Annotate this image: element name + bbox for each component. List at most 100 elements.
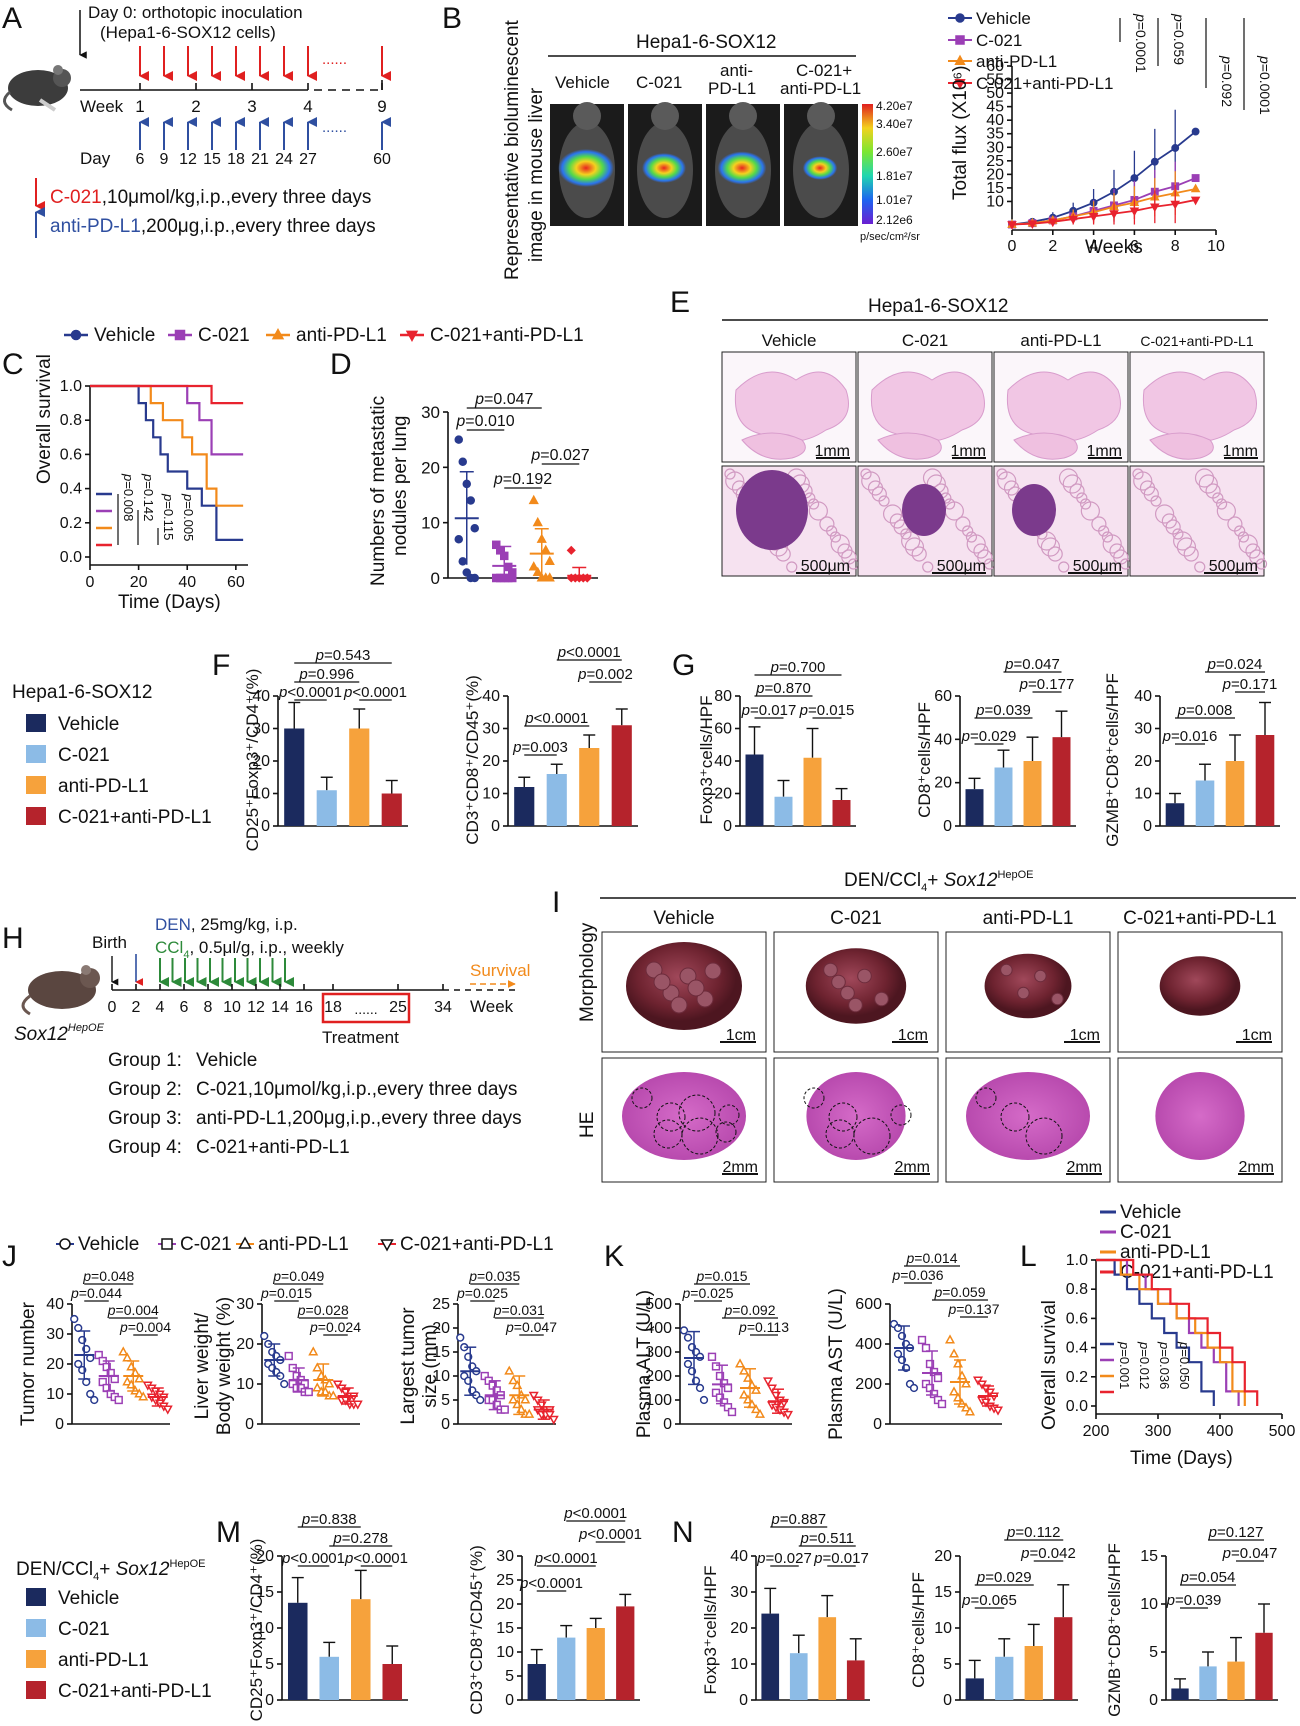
- legend-label: anti-PD-L1: [296, 325, 387, 346]
- group-number: Group 2:: [108, 1079, 182, 1100]
- b-pvalue: p=0.0001: [1133, 13, 1149, 73]
- sig-pvalue: p=0.113: [738, 1319, 789, 1335]
- alveolus: [1102, 534, 1122, 554]
- x-tick-label: 40: [178, 574, 196, 591]
- week-tick-label: 18: [324, 999, 342, 1016]
- tumor-outline: [631, 1087, 653, 1109]
- tumor-nodule: [662, 984, 680, 1002]
- sig-pvalue: p=0.042: [1020, 1545, 1076, 1562]
- y-tick-label: 300: [645, 1344, 672, 1361]
- x-tick-label: 4: [1089, 238, 1098, 255]
- legend-c021: C-021: [50, 187, 102, 208]
- alveolus: [1176, 537, 1197, 557]
- y-tick-label: 10: [482, 786, 500, 803]
- alveolus: [1194, 468, 1215, 488]
- point: [238, 1236, 252, 1249]
- point: [70, 1314, 79, 1324]
- legend-swatch: [26, 1650, 46, 1668]
- day-tick-label: 9: [160, 151, 169, 168]
- y-tick-label: 0: [739, 1692, 748, 1709]
- y-axis-label: CD3⁺CD8⁺/CD45⁺(%): [463, 675, 482, 845]
- legend-label: Vehicle: [976, 9, 1031, 28]
- legend-swatch: [26, 1681, 46, 1699]
- point: [528, 561, 539, 571]
- y-tick-label: 25: [986, 153, 1004, 170]
- sig-pvalue: p=0.010: [455, 413, 514, 430]
- sig-pvalue: p=0.017: [741, 702, 797, 719]
- alveolus: [807, 498, 820, 510]
- point: [528, 1391, 539, 1401]
- alveolus: [1139, 480, 1156, 496]
- survival-pvalue: p=0.115: [161, 493, 176, 540]
- alveolus: [966, 534, 986, 554]
- tumor-nodule: [1034, 969, 1047, 983]
- bar: [1024, 1646, 1043, 1700]
- group-description: Vehicle: [196, 1050, 257, 1071]
- legend-swatch: [26, 745, 46, 763]
- legend-pdl1: anti-PD-L1: [50, 216, 141, 237]
- e-group-label: Vehicle: [762, 331, 817, 350]
- b-ylabel-2: image in mouse liver: [526, 87, 547, 262]
- tumor-nodule: [696, 990, 714, 1008]
- y-tick-label: 0: [663, 1416, 672, 1433]
- bar: [832, 800, 851, 826]
- scale-label: 1cm: [726, 1027, 756, 1044]
- l-xlab: Time (Days): [1130, 1448, 1233, 1469]
- alveolus: [901, 531, 921, 551]
- sig-pvalue: p=0.025: [681, 1285, 733, 1301]
- point: [161, 1238, 173, 1250]
- sig-pvalue: p=0.027: [756, 1550, 812, 1567]
- point: [508, 1394, 519, 1404]
- point: [695, 1352, 705, 1361]
- y-axis-label: GZMB⁺CD8⁺cells/HPF: [1103, 673, 1122, 847]
- h-ccl4-dose: , 0.5μl/g, i.p., weekly: [189, 938, 344, 957]
- sig-pvalue: p=0.700: [770, 659, 826, 676]
- b-group-combo-b: anti-PD-L1: [780, 79, 861, 98]
- y-axis-label: Liver weight/: [192, 1312, 213, 1419]
- d-ylab-1: Numbers of metastatic: [368, 396, 389, 586]
- y-tick-label: 20: [934, 775, 952, 792]
- point: [508, 1375, 519, 1385]
- point: [933, 1373, 943, 1383]
- pdl1-arrows: [139, 117, 391, 150]
- alveolus: [860, 468, 872, 480]
- i-row-he: HE: [577, 1112, 598, 1138]
- point: [405, 330, 419, 342]
- y-tick-label: 0.4: [60, 481, 82, 498]
- y-tick-label: 0: [505, 1692, 514, 1709]
- scale-label: 2mm: [1238, 1159, 1274, 1176]
- legend-label: C-021: [58, 1619, 110, 1640]
- week-tick-label: 25: [389, 999, 407, 1016]
- x-tick-label: 10: [1207, 238, 1225, 255]
- scale-label: 1cm: [1242, 1027, 1272, 1044]
- legend-label: C-021: [198, 325, 250, 346]
- tumor-nodule: [645, 961, 663, 979]
- point: [1150, 203, 1160, 213]
- alveolus: [1198, 474, 1218, 494]
- sig-pvalue: p=0.003: [512, 739, 568, 756]
- bar: [349, 728, 370, 826]
- alveolus: [1080, 501, 1100, 521]
- h-week: Week: [470, 997, 514, 1016]
- scale-label: 1mm: [1222, 443, 1258, 460]
- sig-pvalue: p=0.047: [1004, 656, 1060, 673]
- b-ylabel-1: Representative bioluminescent: [502, 19, 523, 280]
- tumor-outline: [718, 1104, 740, 1126]
- tumor-nodule: [704, 962, 722, 980]
- bioluminescence-images: [550, 102, 858, 226]
- series-line: [1011, 188, 1196, 226]
- point: [134, 1373, 145, 1383]
- bar: [1052, 737, 1071, 826]
- alveolus: [1150, 495, 1162, 507]
- sig-pvalue: p=0.035: [468, 1268, 520, 1284]
- bar: [319, 1656, 340, 1700]
- y-tick-label: 40: [252, 688, 270, 705]
- ccl4-arrows: [159, 958, 294, 987]
- point: [754, 1408, 766, 1418]
- alveolus: [1047, 546, 1063, 562]
- point: [695, 1383, 705, 1393]
- scale-label: 2mm: [722, 1159, 758, 1176]
- alveolus: [724, 468, 736, 480]
- y-tick-label: 30: [1134, 721, 1152, 738]
